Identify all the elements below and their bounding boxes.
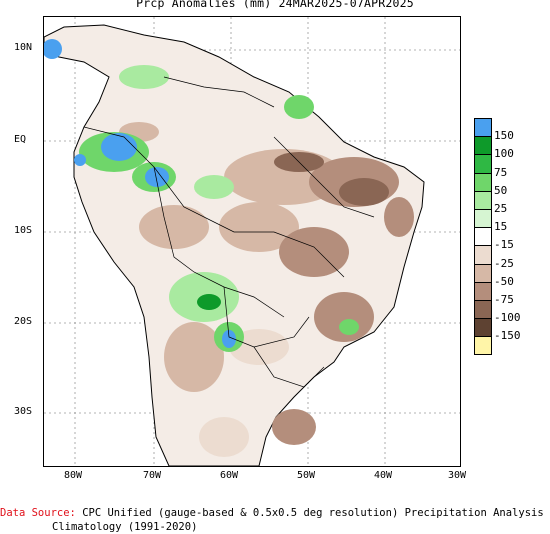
legend-swatch — [474, 190, 492, 209]
lon-label-30w: 30W — [448, 470, 467, 481]
data-source-text: CPC Unified (gauge-based & 0.5x0.5 deg r… — [82, 507, 544, 519]
legend-swatch — [474, 154, 492, 173]
legend-swatch — [474, 118, 492, 137]
lat-label-10s: 10S — [14, 225, 33, 236]
data-source-label: Data Source: — [0, 507, 76, 519]
legend-swatch — [474, 172, 492, 191]
legend-label: 15 — [494, 220, 508, 234]
legend-swatch — [474, 299, 492, 319]
legend-label: 150 — [494, 129, 514, 143]
legend-label: 50 — [494, 183, 508, 197]
legend-label: 75 — [494, 165, 508, 179]
climatology-text: Climatology (1991-2020) — [52, 521, 198, 533]
lon-label-80w: 80W — [64, 470, 83, 481]
legend-label: -100 — [494, 311, 521, 325]
lat-label-10n: 10N — [14, 42, 33, 53]
legend-label: -150 — [494, 329, 521, 343]
legend-label: -50 — [494, 274, 514, 288]
legend-label: 25 — [494, 202, 508, 215]
legend-label: -25 — [494, 256, 514, 270]
legend-label: -75 — [494, 293, 514, 306]
legend-label: -15 — [494, 238, 514, 252]
legend-swatch — [474, 336, 492, 356]
lat-label-30s: 30S — [14, 406, 33, 417]
lon-label-50w: 50W — [297, 470, 316, 481]
lat-label-eq: EQ — [14, 134, 27, 145]
legend-swatch — [474, 318, 492, 337]
legend-swatch — [474, 208, 492, 228]
legend-swatch — [474, 136, 492, 155]
legend-colorbar — [474, 118, 492, 356]
legend-swatch — [474, 263, 492, 282]
wet-anomaly-areas — [44, 39, 359, 352]
precip-anomaly-map — [43, 16, 461, 467]
country-borders — [83, 76, 375, 388]
data-source-line: Data Source: CPC Unified (gauge-based & … — [0, 507, 544, 519]
legend-label: 100 — [494, 147, 514, 161]
legend-swatch — [474, 281, 492, 300]
map-title: Prcp Anomalies (mm) 24MAR2025-07APR2025 — [136, 0, 414, 10]
map-canvas — [44, 17, 460, 466]
lon-label-70w: 70W — [143, 470, 162, 481]
legend-swatch — [474, 245, 492, 264]
lat-label-20s: 20S — [14, 316, 33, 327]
lon-label-40w: 40W — [374, 470, 393, 481]
lon-label-60w: 60W — [220, 470, 239, 481]
legend-swatch — [474, 227, 492, 246]
